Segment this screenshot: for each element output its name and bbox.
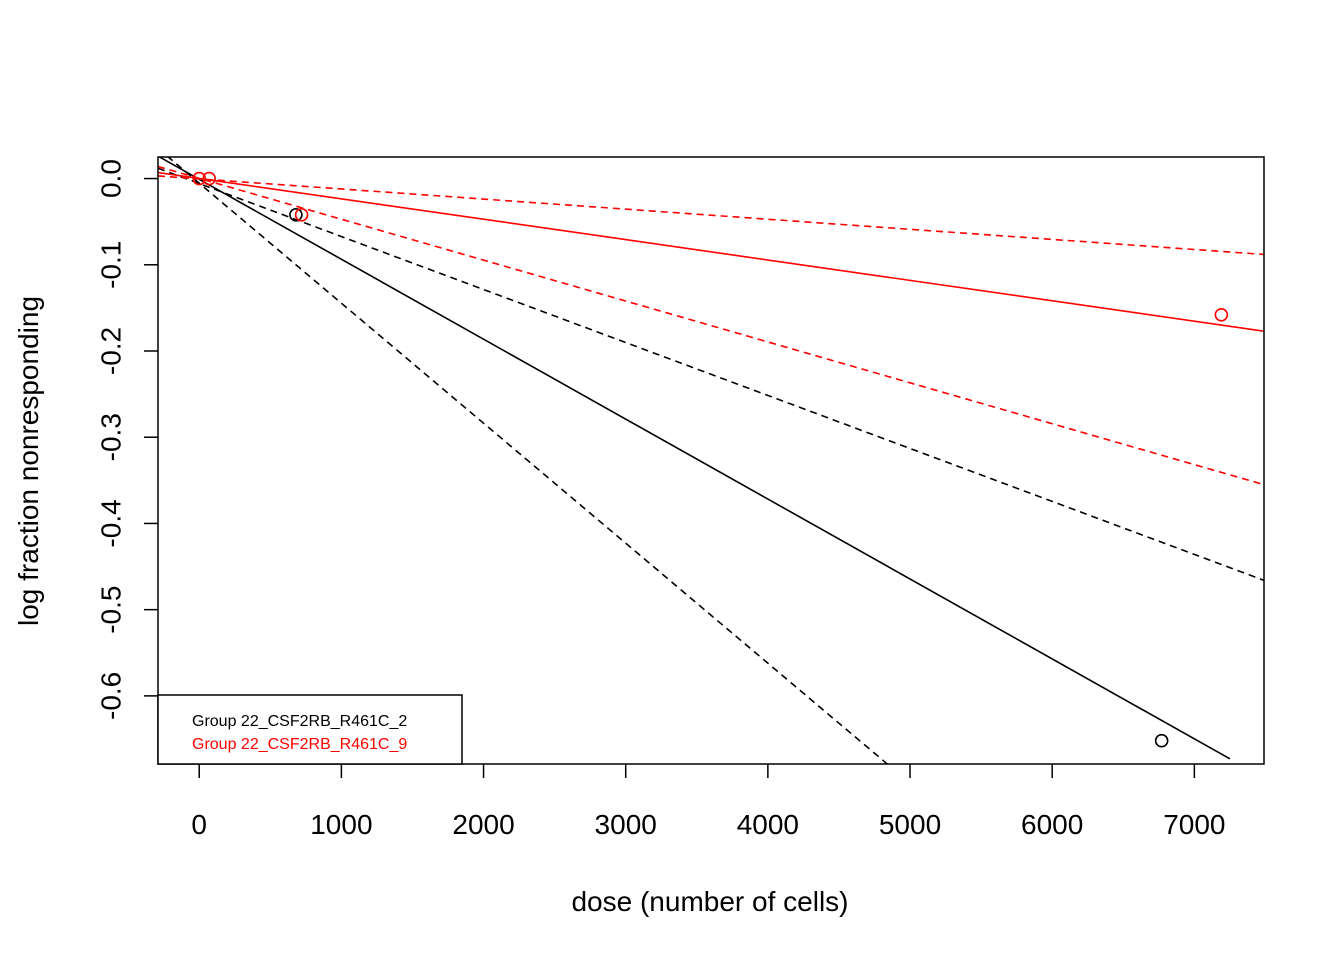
x-axis: 0 1000 2000 3000 4000 5000 6000 7000 <box>191 764 1225 840</box>
y-tick-label: -0.5 <box>95 586 126 634</box>
plot-frame <box>157 156 1265 765</box>
y-axis: 0.0 -0.1 -0.2 -0.3 -0.4 -0.5 -0.6 <box>95 159 158 720</box>
data-point <box>202 171 216 186</box>
ci-lower-line <box>166 157 888 764</box>
x-axis-label: dose (number of cells) <box>571 886 848 917</box>
data-point <box>1214 307 1229 322</box>
x-tick-label: 6000 <box>1021 809 1083 840</box>
x-tick-label: 5000 <box>879 809 941 840</box>
x-tick-label: 4000 <box>737 809 799 840</box>
y-tick-label: -0.4 <box>95 499 126 547</box>
data-point <box>192 171 207 186</box>
y-tick-label: -0.6 <box>95 672 126 720</box>
series-0 <box>158 157 1264 764</box>
y-axis-label: log fraction nonresponding <box>13 296 44 626</box>
y-tick-label: -0.2 <box>95 327 126 375</box>
data-point <box>1154 733 1169 748</box>
legend-entry-group-9: Group 22_CSF2RB_R461C_9 <box>192 736 407 753</box>
fit-line <box>158 157 1231 760</box>
y-tick-label: -0.1 <box>95 241 126 289</box>
x-tick-label: 2000 <box>452 809 514 840</box>
data-point <box>289 207 303 222</box>
x-tick-label: 3000 <box>595 809 657 840</box>
y-tick-label: 0.0 <box>95 159 126 198</box>
y-tick-label: -0.3 <box>95 413 126 461</box>
legend: Group 22_CSF2RB_R461C_2 Group 22_CSF2RB_… <box>157 694 463 765</box>
x-tick-label: 0 <box>191 809 207 840</box>
x-tick-label: 7000 <box>1163 809 1225 840</box>
data-point <box>294 207 309 222</box>
legend-entry-group-2: Group 22_CSF2RB_R461C_2 <box>192 713 407 730</box>
ci-upper-line <box>158 175 1264 256</box>
x-tick-label: 1000 <box>310 809 372 840</box>
ci-upper-line <box>158 167 1264 582</box>
legend-box <box>157 694 463 765</box>
fit-line <box>158 171 1264 332</box>
series-1 <box>158 165 1264 486</box>
plot-content <box>158 157 1264 764</box>
ci-lower-line <box>158 165 1264 486</box>
